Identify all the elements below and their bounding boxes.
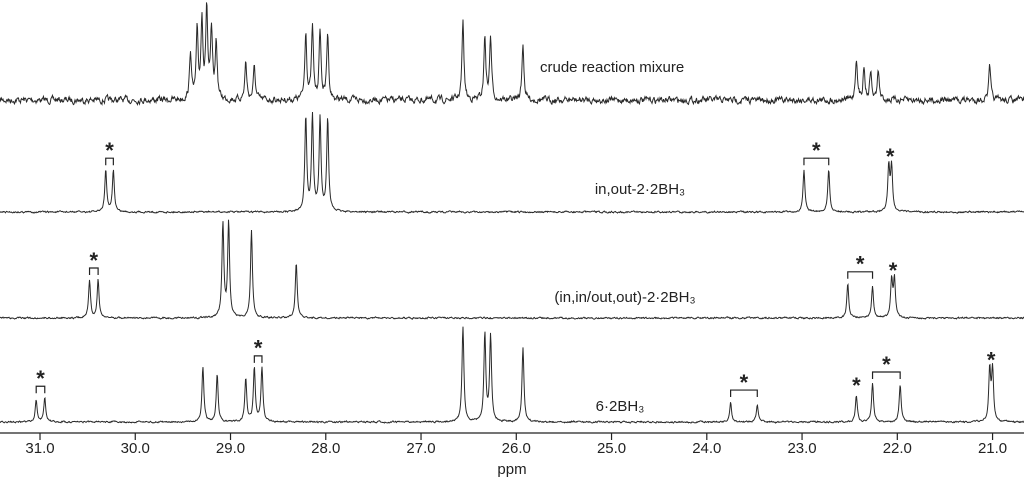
annotation: * bbox=[856, 252, 865, 277]
annotation: * bbox=[987, 348, 996, 373]
spectrum-trace bbox=[0, 111, 1024, 214]
x-tick-label: 25.0 bbox=[597, 440, 626, 457]
trace-label: (in,in/out,out)-2·2BH₃ bbox=[554, 289, 695, 306]
spectrum-trace bbox=[0, 326, 1024, 424]
annotation: * bbox=[889, 258, 898, 283]
annotation-bracket bbox=[35, 385, 46, 394]
annotation: * bbox=[90, 248, 99, 273]
annotation: * bbox=[740, 370, 749, 395]
x-tick-label: 24.0 bbox=[692, 440, 721, 457]
annotation: * bbox=[886, 144, 895, 169]
annotation: * bbox=[852, 373, 861, 398]
annotation-bracket bbox=[730, 389, 758, 398]
annotation-bracket bbox=[871, 371, 901, 379]
x-tick-label: 29.0 bbox=[216, 440, 245, 457]
annotation: * bbox=[36, 366, 45, 391]
annotation-bracket bbox=[847, 271, 874, 279]
x-tick-label: 30.0 bbox=[121, 440, 150, 457]
annotation-bracket bbox=[88, 267, 99, 275]
annotation-bracket bbox=[803, 157, 830, 166]
x-tick-label: 21.0 bbox=[978, 440, 1007, 457]
annotation: * bbox=[882, 352, 891, 377]
spectrum-trace bbox=[0, 219, 1024, 320]
trace-label: 6·2BH₃ bbox=[596, 398, 645, 415]
annotation-bracket bbox=[253, 355, 263, 363]
trace-label: in,out-2·2BH₃ bbox=[595, 181, 685, 198]
annotation: * bbox=[105, 138, 114, 163]
x-axis-label: ppm bbox=[497, 461, 526, 478]
annotation: * bbox=[254, 336, 263, 361]
x-tick-label: 26.0 bbox=[502, 440, 531, 457]
spectrum-trace bbox=[0, 2, 1024, 107]
x-tick-label: 31.0 bbox=[25, 440, 54, 457]
annotation: * bbox=[812, 138, 821, 163]
x-tick-label: 22.0 bbox=[883, 440, 912, 457]
trace-label: crude reaction mixure bbox=[540, 59, 684, 76]
x-tick-label: 27.0 bbox=[406, 440, 435, 457]
x-tick-label: 28.0 bbox=[311, 440, 340, 457]
x-tick-label: 23.0 bbox=[787, 440, 816, 457]
annotation-bracket bbox=[105, 157, 114, 166]
